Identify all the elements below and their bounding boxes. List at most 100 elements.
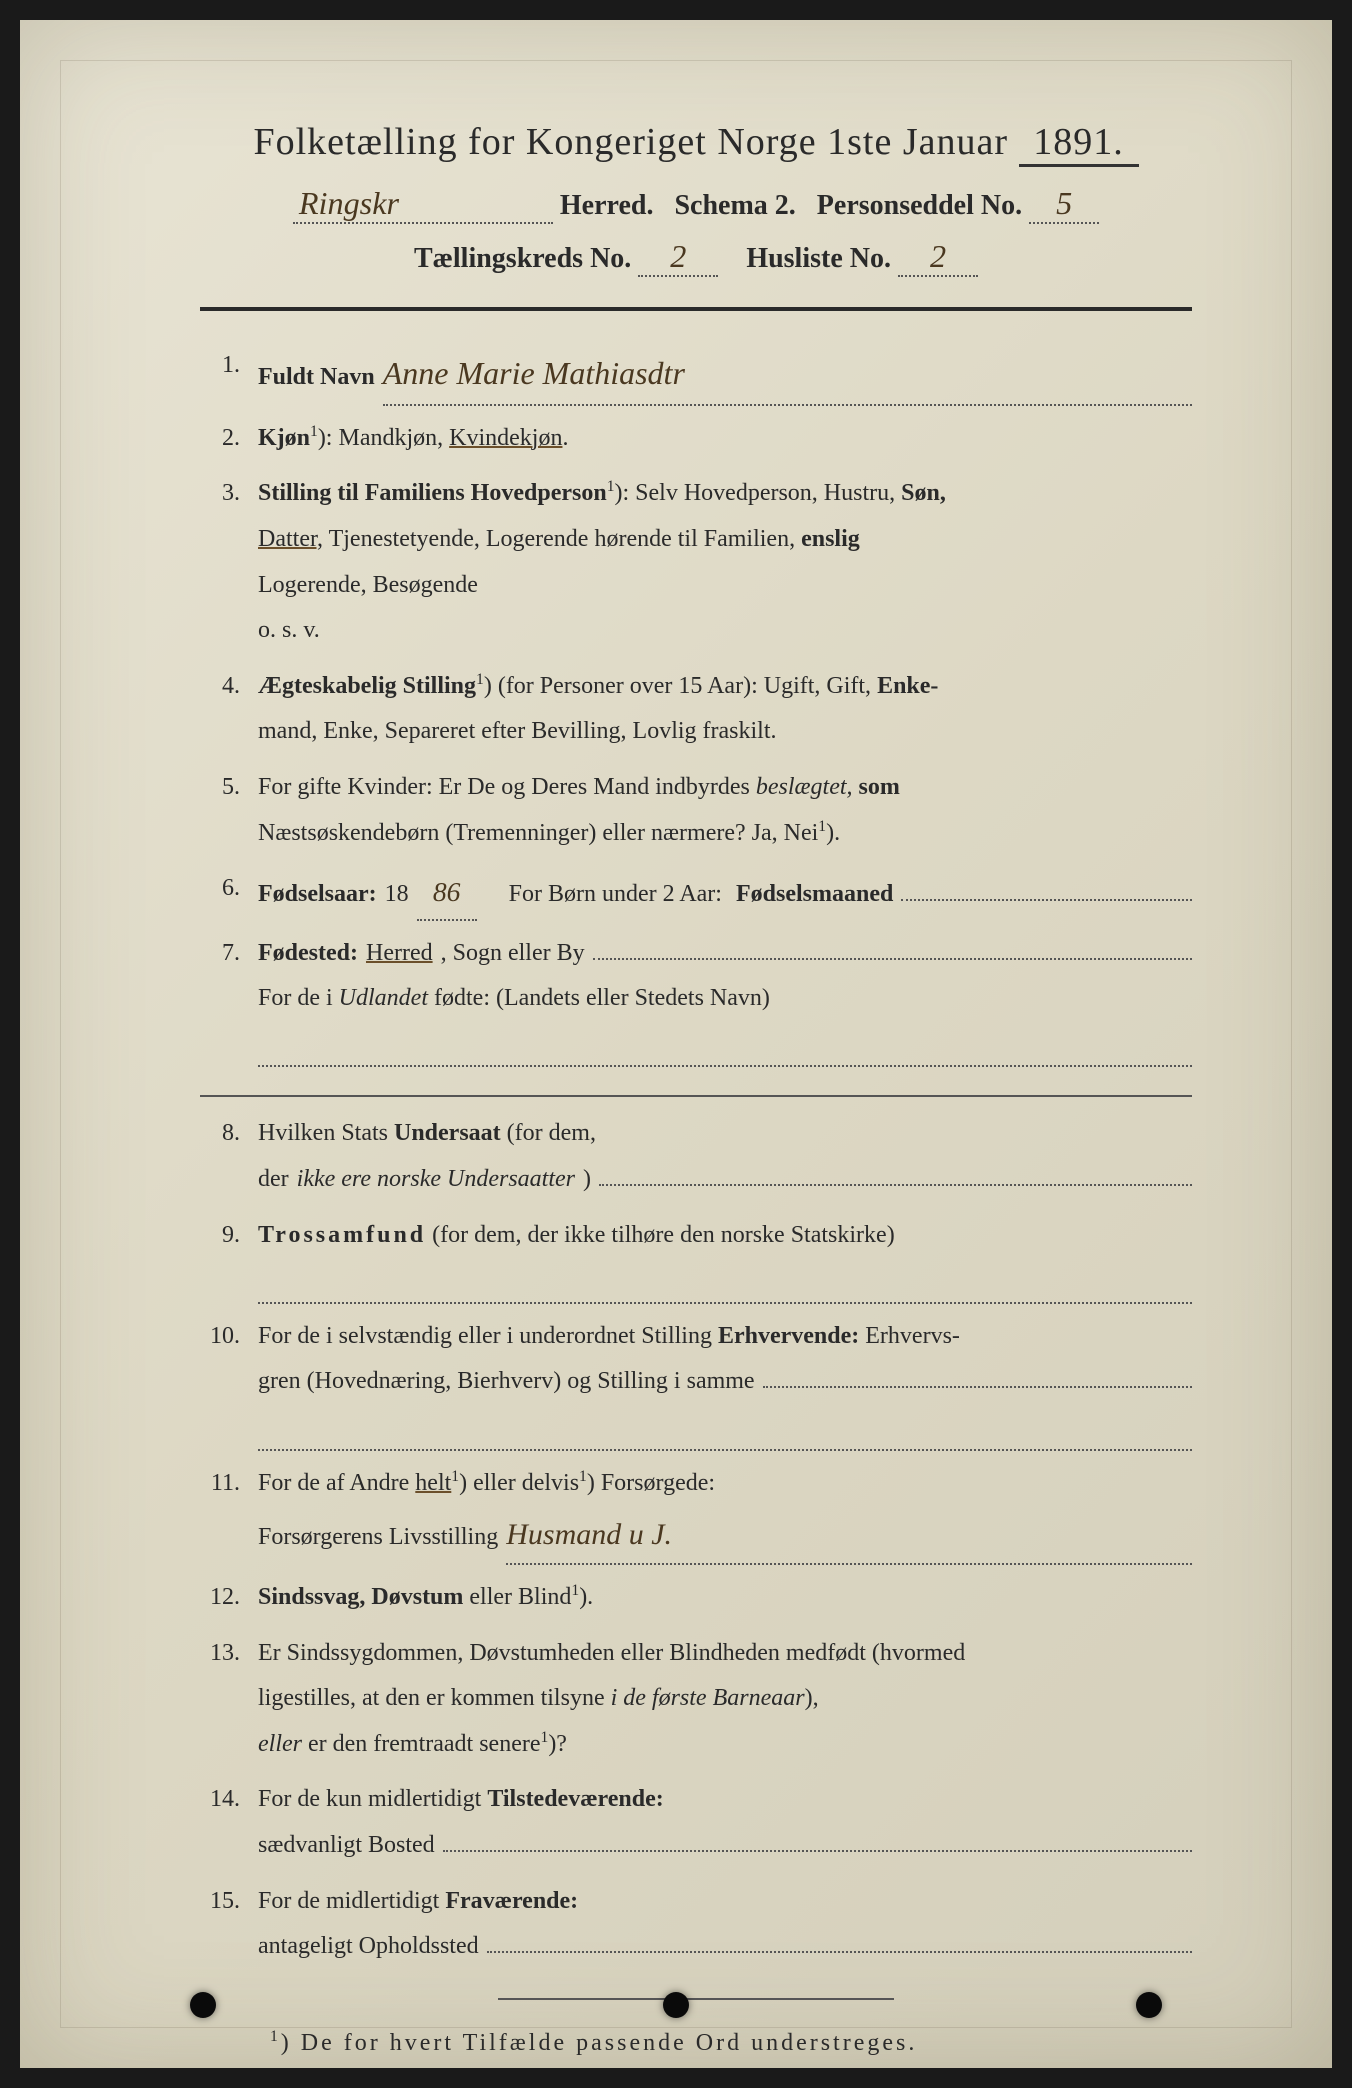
label: Tilstedeværende: (487, 1786, 663, 1812)
bold: enslig (801, 526, 860, 552)
item-3: 3. Stilling til Familiens Hovedperson1):… (200, 471, 1192, 653)
item-num: 1. (200, 343, 258, 406)
sup: 1 (476, 671, 484, 688)
underlined-value: Datter, (258, 526, 323, 552)
label: Kjøn (258, 425, 310, 451)
dotted-field (487, 1951, 1192, 1953)
dotted-line (258, 1270, 1192, 1304)
line2: Næstsøskendebørn (Tremenninger) eller næ… (258, 811, 1192, 857)
item-num: 2. (200, 416, 258, 462)
item-body: For de af Andre helt1) eller delvis1) Fo… (258, 1461, 1192, 1566)
italic: beslægtet, (756, 774, 853, 800)
kreds-label: Tællingskreds No. (414, 243, 631, 274)
after: . (562, 425, 568, 451)
footnote-rule (498, 1998, 895, 2000)
text: ): Selv Hovedperson, Hustru, (615, 480, 902, 506)
header-line-3: Tællingskreds No. 2 Husliste No. 2 (200, 238, 1192, 277)
dotted-line (258, 1034, 1192, 1068)
line2: antageligt Opholdssted (258, 1924, 1192, 1970)
item-body: Hvilken Stats Undersaat (for dem, der ik… (258, 1111, 1192, 1202)
title-prefix: Folketælling for Kongeriget Norge 1ste J… (253, 121, 1008, 163)
herred-label: Herred. (560, 190, 654, 221)
rest: er den fremtraadt senere (302, 1731, 541, 1757)
text: Hvilken Stats (258, 1120, 394, 1146)
text: For de i selvstændig eller i underordnet… (258, 1323, 718, 1349)
underlined-value: Herred (366, 931, 433, 977)
label: Forsørgerens Livsstilling (258, 1515, 498, 1561)
name-value: Anne Marie Mathiasdtr (383, 343, 1192, 406)
text: Næstsøskendebørn (Tremenninger) eller næ… (258, 820, 818, 846)
sup: 1 (310, 423, 318, 440)
item-body: Stilling til Familiens Hovedperson1): Se… (258, 471, 1192, 653)
dotted-field (443, 1850, 1192, 1852)
kreds-no: 2 (638, 238, 718, 277)
item-10: 10. For de i selvstændig eller i underor… (200, 1314, 1192, 1451)
footnote-text: ) De for hvert Tilfælde passende Ord und… (281, 2030, 918, 2056)
item-2: 2. Kjøn1): Mandkjøn, Kvindekjøn. (200, 416, 1192, 462)
section-rule (200, 1095, 1192, 1097)
bold: Enke- (877, 673, 938, 699)
rest: Erhvervs- (859, 1323, 960, 1349)
rest: eller Blind (463, 1584, 571, 1610)
punch-hole-icon (1136, 1992, 1162, 2018)
schema-label: Schema 2. (674, 190, 795, 221)
sup: 1 (270, 2028, 281, 2045)
item-num: 8. (200, 1111, 258, 1202)
line3: eller er den fremtraadt senere1)? (258, 1722, 1192, 1768)
item-num: 15. (200, 1879, 258, 1970)
item-12: 12. Sindssvag, Døvstum eller Blind1). (200, 1575, 1192, 1621)
text: ) (for Personer over 15 Aar): Ugift, Gif… (484, 673, 877, 699)
line3: Logerende, Besøgende (258, 563, 1192, 609)
item-body: Fuldt Navn Anne Marie Mathiasdtr (258, 343, 1192, 406)
line2: Forsørgerens Livsstilling Husmand u J. (258, 1506, 1192, 1565)
sup: 1 (579, 1468, 587, 1485)
item-body: Sindssvag, Døvstum eller Blind1). (258, 1575, 1192, 1621)
label: Undersaat (394, 1120, 501, 1146)
rest: ) (583, 1157, 591, 1203)
dotted-line (258, 1417, 1192, 1451)
item-body: Ægteskabelig Stilling1) (for Personer ov… (258, 664, 1192, 755)
item-15: 15. For de midlertidigt Fraværende: anta… (200, 1879, 1192, 1970)
item-num: 5. (200, 765, 258, 856)
text: Er Sindssygdommen, Døvstumheden eller Bl… (258, 1640, 965, 1666)
label: Stilling til Familiens Hovedperson (258, 480, 607, 506)
sup: 1 (818, 818, 826, 835)
item-num: 14. (200, 1777, 258, 1868)
item-body: For gifte Kvinder: Er De og Deres Mand i… (258, 765, 1192, 856)
text: For de kun midlertidigt (258, 1786, 487, 1812)
label: Fødested: (258, 931, 358, 977)
sup: 1 (607, 478, 615, 495)
personseddel-no: 5 (1029, 185, 1099, 224)
item-num: 4. (200, 664, 258, 755)
header-title: Folketælling for Kongeriget Norge 1ste J… (200, 120, 1192, 167)
text: ): Mandkjøn, (318, 425, 449, 451)
mid: For Børn under 2 Aar: (485, 872, 728, 918)
rest: (for dem, (501, 1120, 596, 1146)
line2: gren (Hovednæring, Bierhverv) og Stillin… (258, 1359, 1192, 1405)
husliste-no: 2 (898, 238, 978, 277)
after: )? (548, 1731, 567, 1757)
line2: For de i Udlandet fødte: (Landets eller … (258, 976, 1192, 1022)
item-5: 5. For gifte Kvinder: Er De og Deres Man… (200, 765, 1192, 856)
item-7: 7. Fødested: Herred, Sogn eller By For d… (200, 931, 1192, 1068)
label: Ægteskabelig Stilling (258, 673, 476, 699)
year: 1891. (1019, 120, 1139, 167)
item-body: For de i selvstændig eller i underordnet… (258, 1314, 1192, 1451)
text: For gifte Kvinder: Er De og Deres Mand i… (258, 774, 756, 800)
item-num: 3. (200, 471, 258, 653)
header-line-2: Ringskr Herred. Schema 2. Personseddel N… (200, 185, 1192, 224)
year-prefix: 18 (385, 872, 409, 918)
form-header: Folketælling for Kongeriget Norge 1ste J… (200, 120, 1192, 277)
form-items: 1. Fuldt Navn Anne Marie Mathiasdtr 2. K… (200, 343, 1192, 1970)
underlined-value: Kvindekjøn (449, 425, 562, 451)
line2: Datter, Tjenestetyende, Logerende hørend… (258, 517, 1192, 563)
text: , Sogn eller By (441, 931, 585, 977)
item-11: 11. For de af Andre helt1) eller delvis1… (200, 1461, 1192, 1566)
punch-hole-icon (663, 1992, 689, 2018)
item-body: Fødselsaar: 1886 For Børn under 2 Aar: F… (258, 866, 1192, 920)
bold: som (853, 774, 900, 800)
underlined: helt (415, 1470, 451, 1496)
item-num: 12. (200, 1575, 258, 1621)
dotted-field (593, 958, 1192, 960)
header-rule (200, 307, 1192, 311)
